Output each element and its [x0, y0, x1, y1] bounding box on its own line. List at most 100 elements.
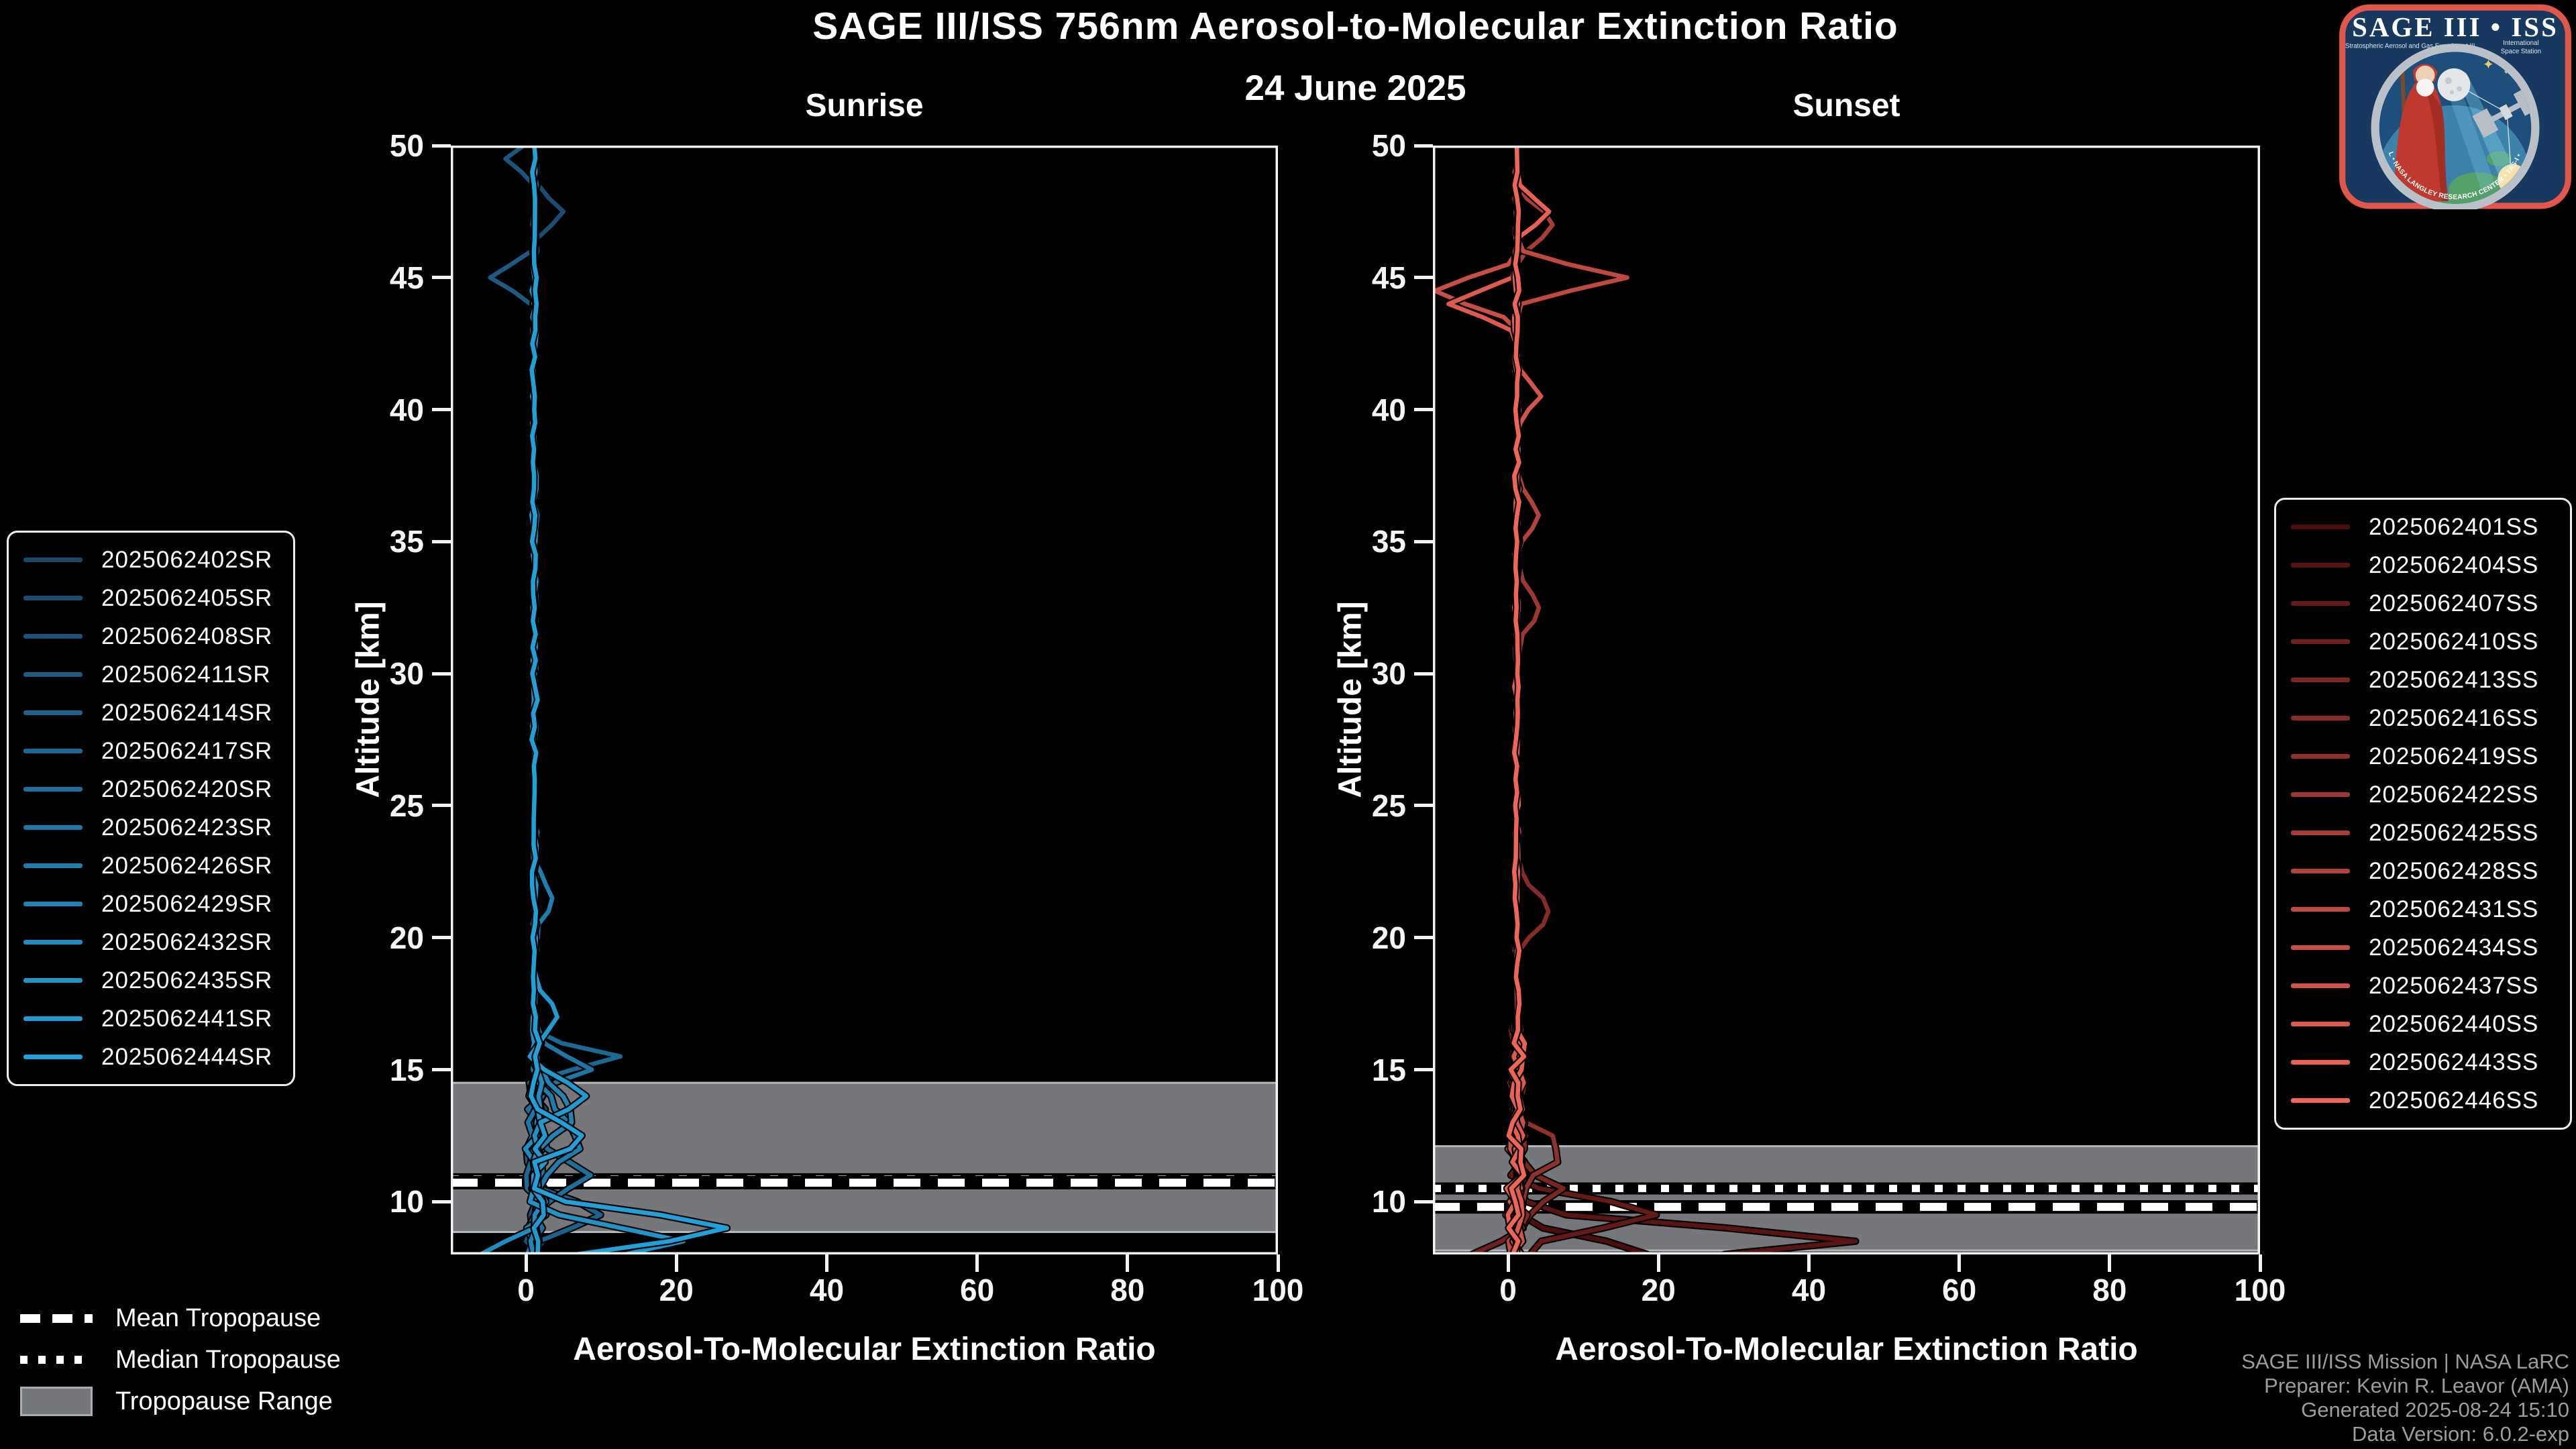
x-tick-label: 80 — [2092, 1273, 2127, 1307]
sunrise-panel-title: Sunrise — [805, 88, 924, 123]
legend-label: 2025062402SR — [101, 546, 273, 573]
x-tick-label: 0 — [1499, 1273, 1517, 1307]
dashed-line-icon — [20, 1313, 93, 1323]
legend-line-swatch — [2291, 945, 2350, 950]
y-tick-mark — [1414, 936, 1433, 940]
legend-item: 2025062413SS — [2279, 661, 2567, 699]
legend-line-swatch — [23, 749, 83, 753]
legend-label: 2025062441SR — [101, 1005, 273, 1032]
x-tick-label: 100 — [1252, 1273, 1304, 1307]
legend-item: 2025062423SR — [11, 808, 290, 847]
attribution-preparer: Preparer: Kevin R. Leavor (AMA) — [2264, 1374, 2569, 1397]
x-tick-mark — [1506, 1254, 1510, 1272]
y-tick-label: 20 — [1371, 920, 1406, 955]
legend-item: 2025062422SS — [2279, 775, 2567, 814]
legend-item: 2025062443SS — [2279, 1043, 2567, 1081]
legend-line-swatch — [2291, 830, 2350, 835]
y-tick-label: 30 — [1371, 656, 1406, 692]
legend-line-swatch — [23, 1055, 83, 1059]
legend-line-swatch — [2291, 792, 2350, 797]
legend-line-swatch — [2291, 1098, 2350, 1103]
legend-line-swatch — [2291, 678, 2350, 682]
tropopause-range-label: Tropopause Range — [115, 1387, 333, 1415]
patch-subtitle-right-2: Space Station — [2501, 48, 2541, 55]
legend-line-swatch — [23, 787, 83, 792]
y-tick-label: 30 — [389, 656, 424, 692]
legend-label: 2025062410SS — [2369, 628, 2539, 655]
sunset-plot-area: 10 15 20 25 30 35 40 45 50 0 20 40 60 80 100 — [1372, 128, 2286, 1307]
legend-item: 2025062428SS — [2279, 852, 2567, 890]
legend-label: 2025062434SS — [2369, 934, 2539, 961]
x-tick-label: 60 — [1942, 1273, 1977, 1307]
figure-head — [2415, 65, 2435, 85]
attribution-data-version: Data Version: 6.0.2-exp — [2352, 1422, 2569, 1446]
legend-line-swatch — [23, 940, 83, 945]
legend-line-swatch — [23, 825, 83, 830]
sunrise-series-legend: 2025062402SR 2025062405SR 2025062408SR 2025… — [7, 531, 295, 1086]
x-tick-label: 40 — [1791, 1273, 1827, 1307]
y-tick-mark — [432, 408, 451, 412]
y-tick-mark — [1414, 276, 1433, 280]
x-tick-mark — [1126, 1254, 1130, 1272]
mean-tropopause-legend-item: Mean Tropopause — [20, 1297, 341, 1339]
legend-item: 2025062446SS — [2279, 1081, 2567, 1120]
y-tick-label: 40 — [389, 392, 424, 427]
legend-item: 2025062404SS — [2279, 546, 2567, 584]
sunrise-y-axis-label: Altitude [km] — [350, 601, 386, 798]
patch-subtitle-left: Stratospheric Aerosol and Gas Experiment… — [2345, 42, 2475, 50]
legend-item: 2025062417SR — [11, 732, 290, 770]
legend-label: 2025062423SR — [101, 814, 273, 841]
legend-item: 2025062401SS — [2279, 508, 2567, 546]
legend-item: 2025062414SR — [11, 694, 290, 732]
y-tick-label: 10 — [1371, 1184, 1406, 1220]
legend-line-swatch — [2291, 525, 2350, 529]
sunrise-plot-canvas — [451, 146, 1278, 1254]
legend-line-swatch — [23, 863, 83, 868]
mean-tropopause-label: Mean Tropopause — [115, 1303, 321, 1332]
legend-item: 2025062441SR — [11, 1000, 290, 1038]
legend-label: 2025062443SS — [2369, 1049, 2539, 1075]
legend-label: 2025062408SR — [101, 623, 273, 649]
legend-item: 2025062426SR — [11, 847, 290, 885]
legend-label: 2025062420SR — [101, 775, 273, 802]
y-tick-label: 50 — [389, 128, 424, 163]
legend-label: 2025062422SS — [2369, 781, 2539, 808]
x-tick-mark — [2258, 1254, 2262, 1272]
legend-item: 2025062416SS — [2279, 699, 2567, 737]
patch-subtitle-right-1: International — [2503, 40, 2538, 47]
sunset-panel-title: Sunset — [1792, 88, 1900, 123]
x-tick-mark — [1656, 1254, 1660, 1272]
legend-label: 2025062435SR — [101, 967, 273, 994]
median-tropopause-label: Median Tropopause — [115, 1345, 341, 1374]
legend-line-swatch — [2291, 1022, 2350, 1026]
y-tick-mark — [432, 804, 451, 808]
legend-item: 2025062429SR — [11, 885, 290, 923]
x-tick-mark — [1957, 1254, 1962, 1272]
date-subtitle: 24 June 2025 — [1244, 68, 1466, 108]
x-tick-mark — [2108, 1254, 2112, 1272]
y-tick-label: 20 — [389, 920, 424, 955]
legend-line-swatch — [2291, 601, 2350, 606]
y-tick-label: 15 — [389, 1052, 424, 1087]
y-tick-mark — [1414, 408, 1433, 412]
mission-patch-logo: SAGE III • ISS Stratospheric Aerosol and… — [2339, 4, 2571, 209]
legend-label: 2025062440SS — [2369, 1010, 2539, 1037]
legend-line-swatch — [2291, 563, 2350, 568]
legend-label: 2025062446SS — [2369, 1087, 2539, 1114]
x-tick-label: 100 — [2234, 1273, 2286, 1307]
legend-item: 2025062440SS — [2279, 1005, 2567, 1043]
dotted-line-icon — [20, 1356, 93, 1364]
x-tick-mark — [524, 1254, 528, 1272]
y-tick-label: 15 — [1371, 1052, 1406, 1087]
legend-line-swatch — [2291, 754, 2350, 759]
legend-line-swatch — [2291, 716, 2350, 720]
legend-label: 2025062405SR — [101, 584, 273, 611]
x-tick-label: 20 — [659, 1273, 694, 1307]
y-tick-mark — [1414, 1068, 1433, 1071]
attribution-mission: SAGE III/ISS Mission | NASA LaRC — [2241, 1350, 2569, 1373]
sunset-y-axis-label: Altitude [km] — [1332, 601, 1368, 798]
legend-item: 2025062425SS — [2279, 814, 2567, 852]
y-tick-mark — [1414, 804, 1433, 808]
median-tropopause-legend-item: Median Tropopause — [20, 1339, 341, 1381]
tropopause-range-legend-item: Tropopause Range — [20, 1381, 341, 1422]
